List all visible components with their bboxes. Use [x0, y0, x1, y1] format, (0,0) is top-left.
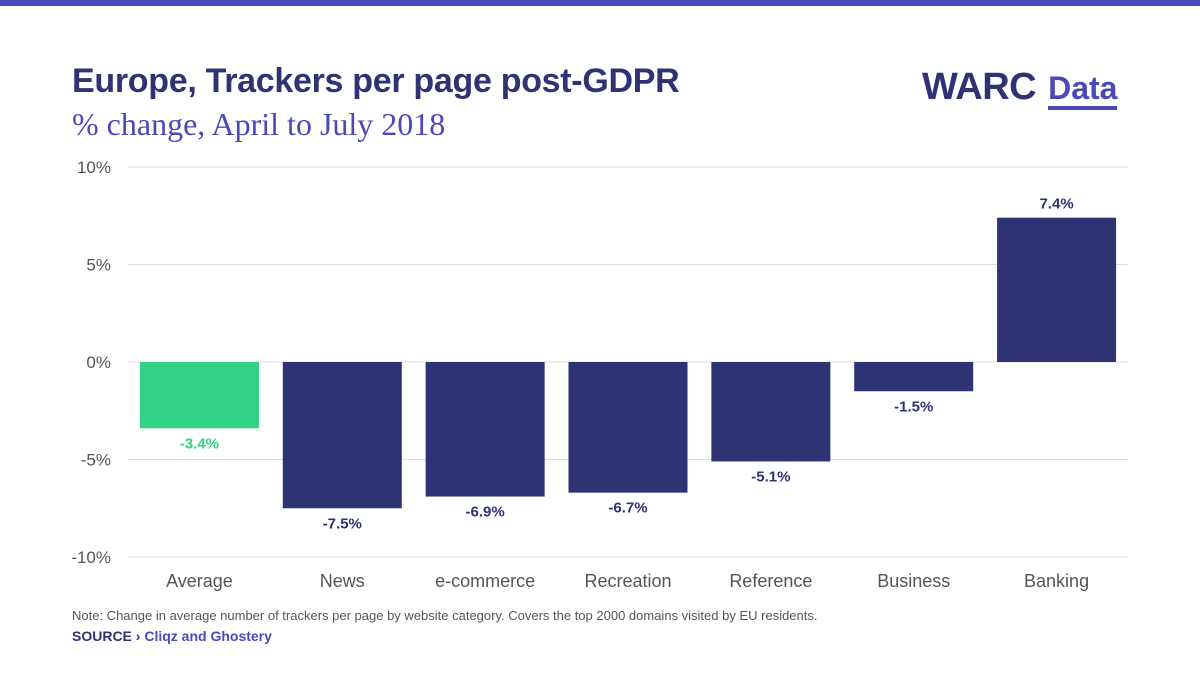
y-tick-label: 0% — [86, 353, 111, 372]
x-tick-label: Average — [166, 571, 233, 591]
logo-warc-text: WARC — [922, 66, 1037, 108]
bar — [568, 362, 688, 493]
bar — [282, 362, 402, 509]
bar — [997, 217, 1117, 362]
source-line: SOURCE › Cliqz and Ghostery — [72, 628, 272, 644]
y-tick-label: -10% — [71, 548, 111, 567]
x-tick-label: Reference — [729, 571, 812, 591]
bar — [139, 362, 259, 429]
x-tick-label: Recreation — [584, 571, 671, 591]
data-label: -6.7% — [608, 500, 647, 517]
data-label: -5.1% — [751, 468, 790, 485]
source-label: SOURCE › — [72, 628, 141, 644]
x-tick-label: Banking — [1024, 571, 1089, 591]
data-label: 7.4% — [1039, 196, 1073, 213]
x-tick-label: News — [320, 571, 365, 591]
top-accent-rule — [0, 0, 1200, 6]
chart-title: Europe, Trackers per page post-GDPR — [72, 62, 680, 100]
y-tick-label: 5% — [86, 256, 111, 275]
chart-subtitle: % change, April to July 2018 — [72, 106, 446, 142]
x-tick-label: e-commerce — [435, 571, 535, 591]
warc-data-logo: WARC Data — [922, 66, 1118, 110]
data-label: -7.5% — [323, 515, 362, 532]
source-value: Cliqz and Ghostery — [144, 628, 272, 644]
bar — [425, 362, 545, 497]
x-tick-label: Business — [877, 571, 950, 591]
y-tick-label: 10% — [77, 158, 111, 177]
footnote: Note: Change in average number of tracke… — [72, 608, 818, 623]
logo-data-text: Data — [1048, 70, 1118, 110]
data-label: -6.9% — [466, 504, 505, 521]
bar-chart: 10% 5% 0% -5% -10% -3.4% Average -7.5% News -6.9%… — [71, 158, 1128, 591]
y-tick-label: -5% — [81, 451, 111, 470]
data-label: -1.5% — [894, 398, 933, 415]
bar — [854, 362, 974, 392]
bar — [711, 362, 831, 462]
data-label: -3.4% — [180, 435, 219, 452]
